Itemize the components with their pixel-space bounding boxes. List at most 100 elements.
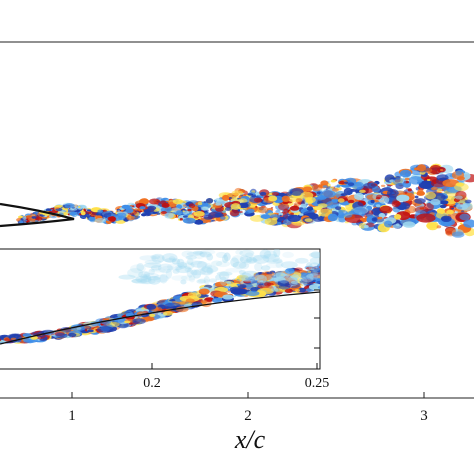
wake-vortex-blob (418, 180, 435, 189)
inset-haze-blob (301, 276, 314, 283)
inset-vortex-blob (222, 294, 234, 300)
inset-vortex-blob (215, 281, 227, 287)
wake-vortex-blob (431, 179, 447, 188)
inset-haze-blob (190, 260, 208, 268)
wake-vortex-blob (335, 206, 342, 211)
inset-vortex-blob (185, 298, 195, 303)
inset-haze-blob (239, 272, 252, 282)
wake-vortex-blob (298, 213, 304, 216)
inset-haze-blob (145, 272, 159, 278)
inset-vortex-blob (259, 280, 264, 282)
wake-vortex-blob (455, 170, 463, 176)
wake-vortex-blob (26, 214, 32, 219)
inset-vortex-blob (307, 270, 312, 273)
inset-haze-blob (144, 259, 162, 265)
inset-haze-blob (260, 265, 271, 271)
x-tick-label-2: 2 (244, 408, 252, 424)
wake-vortex-blob (275, 209, 281, 213)
wake-vortex-blob (426, 222, 438, 229)
wake-vortex-blob (247, 193, 254, 196)
inset-haze-blob (254, 262, 263, 272)
inset-haze-blob (190, 269, 198, 276)
wake-vortex-blob (330, 179, 336, 183)
inset-haze-blob (301, 273, 315, 283)
inset-haze-blob (153, 274, 169, 283)
wake-vortex-blob (344, 181, 349, 184)
inset-haze-blob (272, 275, 279, 283)
wake-vortex-blob (320, 180, 329, 186)
inset-haze-blob (196, 279, 206, 284)
wake-vortex-blob (272, 217, 278, 221)
inset-vortex-blob (132, 318, 146, 325)
inset-haze-blob (245, 252, 254, 258)
inset-haze-blob (208, 278, 218, 283)
inset-haze-blob (201, 265, 219, 273)
inset-vortex-blob (311, 265, 320, 273)
inset-vortex-blob (243, 280, 252, 284)
wake-vortex-blob (319, 189, 324, 192)
wake-vortex-blob (125, 208, 134, 214)
wake-vortex-blob (187, 208, 192, 212)
inset-haze-blob (250, 277, 261, 286)
inset-vortex-blob (245, 290, 260, 297)
inset-vortex-blob (271, 275, 277, 278)
inset-vortex-blob (317, 285, 320, 289)
inset-haze-blob (139, 278, 156, 285)
inset-vortex-blob (22, 333, 32, 337)
inset-haze-blob (232, 261, 247, 269)
inset-vortex-blob (128, 322, 132, 325)
wake-vortex-blob (19, 220, 23, 224)
inset-vortex-blob (149, 313, 156, 317)
inset-haze-blob (176, 258, 185, 268)
inset-haze-blob (264, 274, 276, 281)
wake-vortex-blob (172, 198, 183, 205)
wake-vortex-blob (430, 198, 441, 206)
wake-vortex-blob (127, 214, 131, 217)
wake-vortex-blob (231, 190, 244, 196)
inset-vortex-blob (285, 268, 295, 274)
wake-vortex-blob (363, 225, 369, 229)
wake-vortex-blob (402, 221, 416, 228)
inset-vortex-blob (76, 327, 82, 330)
inset-haze-blob (152, 255, 159, 262)
wake-vortex-blob (188, 203, 196, 208)
wake-vortex-blob (164, 212, 174, 219)
inset-vortex-blob (124, 320, 131, 324)
wake-vortex-blob (241, 201, 251, 208)
wake-vortex-blob (35, 216, 43, 221)
inset-panel: 0.2 0.25 (0, 248, 329, 391)
inset-vortex-blob (270, 287, 279, 292)
inset-vortex-blob (277, 280, 290, 287)
inset-vortex-blob (143, 316, 155, 322)
wake-vortex-blob (279, 214, 282, 217)
wake-vortex-blob (391, 200, 401, 208)
wake-vortex-blob (371, 217, 377, 222)
wake-vortex-blob (182, 210, 185, 213)
inset-vortex-blob (317, 275, 320, 279)
wake-vortex-blob (183, 215, 188, 218)
inset-vortex-blob (4, 338, 11, 342)
wake-vortex-blob (85, 207, 89, 210)
inset-haze-blob (164, 258, 177, 263)
inset-haze-blob (235, 249, 244, 255)
wake-vortex-blob (295, 198, 303, 203)
wake-vortex-blob (463, 219, 474, 228)
inset-haze-blob (131, 278, 143, 284)
wake-vortex-blob (160, 211, 167, 214)
x-axis-label: x/c (234, 425, 266, 454)
wake-vortex-blob (455, 203, 468, 210)
wake-vortex-blob (230, 203, 241, 210)
inset-haze-blob (168, 256, 176, 261)
inset-haze-blob (150, 254, 161, 260)
inset-haze-blob (192, 269, 202, 279)
wake-vortex-blob (31, 216, 37, 219)
wake-vortex-blob (183, 217, 196, 224)
inset-haze-blob (200, 266, 214, 276)
inset-haze-blob (215, 274, 222, 281)
wake-vortex-blob (380, 184, 386, 187)
inset-x-tick-label-0.25: 0.25 (305, 376, 330, 391)
inset-vortex-blob (301, 277, 316, 284)
inset-haze-blob (265, 262, 282, 268)
wake-vortex-blob (392, 177, 407, 186)
inset-vortex-blob (287, 282, 301, 289)
